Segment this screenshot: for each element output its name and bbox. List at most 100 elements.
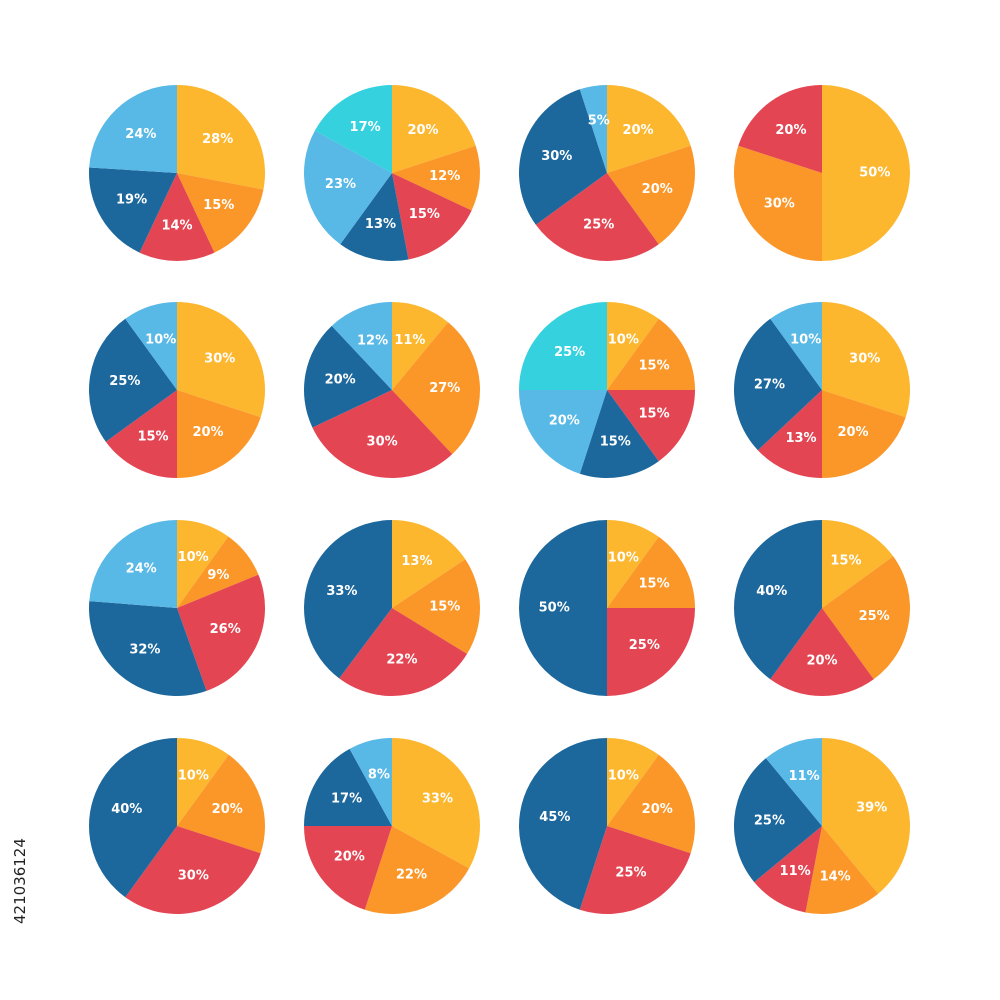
pie-16-label-5: 11%: [789, 769, 820, 784]
pie-10-slice-2: [392, 559, 481, 654]
pie-12-label-4: 40%: [756, 584, 787, 599]
pie-3-slice-4: [519, 89, 607, 225]
pie-3-label-4: 30%: [541, 149, 572, 164]
pie-10-label-4: 33%: [326, 584, 357, 599]
pie-15-label-2: 20%: [642, 802, 673, 817]
pie-chart-3: 20% 20% 25% 30% 5%: [519, 85, 695, 262]
pie-12-slice-2: [822, 556, 911, 680]
pie-16-label-4: 25%: [754, 814, 785, 829]
pie-1-slice-3: [139, 173, 215, 261]
pie-16-slice-5: [765, 738, 822, 826]
pie-11-label-3: 25%: [629, 638, 660, 653]
pie-1-label-4: 19%: [116, 192, 147, 207]
pie-2-label-2: 12%: [429, 169, 460, 184]
pie-12-label-1: 15%: [830, 553, 861, 568]
pie-6-label-5: 12%: [357, 333, 388, 348]
pie-3-slice-5: [579, 85, 607, 173]
pie-chart-11: 10% 15% 25% 50%: [519, 520, 695, 696]
pie-3-slice-2: [607, 145, 695, 245]
pie-9-slice-1: [177, 520, 229, 608]
pie-6-slice-5: [331, 302, 392, 390]
pie-16-slice-2: [805, 826, 879, 914]
pie-chart-5: 30% 20% 15% 25% 10%: [88, 302, 265, 478]
pie-3-label-5: 5%: [588, 113, 610, 128]
pie-5-label-3: 15%: [137, 430, 168, 445]
pie-14-label-5: 8%: [368, 767, 390, 782]
pie-15-slice-2: [607, 754, 695, 854]
pie-11-slice-1: [607, 520, 659, 608]
pie-11-label-2: 15%: [638, 577, 669, 592]
pie-14-label-1: 33%: [422, 792, 453, 807]
pie-2-label-4: 13%: [365, 217, 396, 232]
pie-13-slice-4: [88, 738, 177, 898]
pie-9-slice-5: [89, 520, 177, 608]
pie-8-label-3: 13%: [785, 431, 816, 446]
pie-2-slice-6: [314, 85, 392, 173]
pie-8-label-2: 20%: [837, 425, 868, 440]
pie-14-slice-5: [349, 738, 392, 826]
pie-12-label-2: 25%: [859, 609, 890, 624]
pie-2-slice-3: [392, 173, 472, 260]
pie-chart-4: 50% 30% 20%: [734, 85, 910, 261]
pie-2-label-6: 17%: [350, 120, 381, 135]
pie-7-label-1: 10%: [608, 332, 639, 347]
pie-4-label-1: 50%: [859, 166, 890, 181]
pie-6-slice-1: [392, 302, 449, 390]
pie-14-slice-3: [304, 826, 392, 910]
pie-8-slice-3: [757, 390, 822, 478]
pie-6-slice-4: [304, 325, 392, 428]
pie-chart-14: 33% 22% 20% 17% 8%: [304, 738, 480, 914]
pie-chart-9: 10% 9% 26% 32% 24%: [89, 520, 265, 697]
pie-1-label-2: 15%: [203, 198, 234, 213]
pie-5-slice-5: [125, 302, 177, 390]
pie-3-slice-1: [607, 85, 691, 173]
pie-4-label-3: 20%: [775, 123, 806, 138]
pie-12-slice-1: [822, 520, 894, 608]
pie-4-slice-3: [738, 85, 822, 173]
pie-10-label-3: 22%: [386, 652, 417, 667]
pie-8-slice-5: [770, 302, 822, 390]
pie-6-label-2: 27%: [429, 381, 460, 396]
pie-7-label-4: 15%: [600, 435, 631, 450]
pie-9-label-2: 9%: [207, 568, 229, 583]
pie-15-label-4: 45%: [539, 810, 570, 825]
pie-chart-15: 10% 20% 25% 45%: [519, 738, 695, 914]
stock-id-text: 421036124: [11, 838, 29, 924]
pie-16-label-2: 14%: [820, 870, 851, 885]
pie-7-label-6: 25%: [554, 345, 585, 360]
pie-7-label-2: 15%: [638, 359, 669, 374]
pie-9-label-5: 24%: [126, 562, 157, 577]
pie-3-label-3: 25%: [583, 218, 614, 233]
pie-5-label-1: 30%: [204, 351, 235, 366]
pie-16-slice-1: [822, 738, 911, 894]
pie-15-slice-1: [607, 738, 659, 826]
pie-chart-1: 28% 15% 14% 19% 24%: [88, 85, 265, 261]
pie-6-slice-3: [312, 390, 453, 478]
pie-11-slice-2: [607, 536, 695, 608]
pie-10-label-1: 13%: [401, 554, 432, 569]
pie-1-slice-5: [89, 85, 177, 173]
pie-4-slice-1: [822, 85, 910, 261]
pie-10-label-2: 15%: [429, 600, 460, 615]
pie-7-slice-1: [607, 302, 659, 390]
pie-7-label-3: 15%: [638, 406, 669, 421]
pie-15-slice-4: [519, 738, 607, 910]
pie-2-label-1: 20%: [407, 123, 438, 138]
pie-9-label-1: 10%: [178, 550, 209, 565]
pie-13-slice-2: [177, 754, 265, 854]
pie-13-slice-1: [177, 738, 229, 826]
pie-14-slice-4: [304, 748, 392, 826]
pie-11-label-4: 50%: [539, 601, 570, 616]
pie-10-slice-4: [304, 520, 392, 679]
pie-10-slice-1: [392, 520, 466, 608]
pie-13-label-4: 40%: [111, 802, 142, 817]
pie-3-label-2: 20%: [642, 182, 673, 197]
pie-chart-10: 13% 15% 22% 33%: [304, 520, 481, 697]
pie-6-label-4: 20%: [325, 373, 356, 388]
pie-6-label-3: 30%: [367, 434, 398, 449]
pie-1-label-5: 24%: [125, 127, 156, 142]
pie-9-label-4: 32%: [129, 642, 160, 657]
pie-chart-7: 10% 15% 15% 15% 20% 25%: [519, 302, 695, 478]
pie-16-label-1: 39%: [856, 801, 887, 816]
